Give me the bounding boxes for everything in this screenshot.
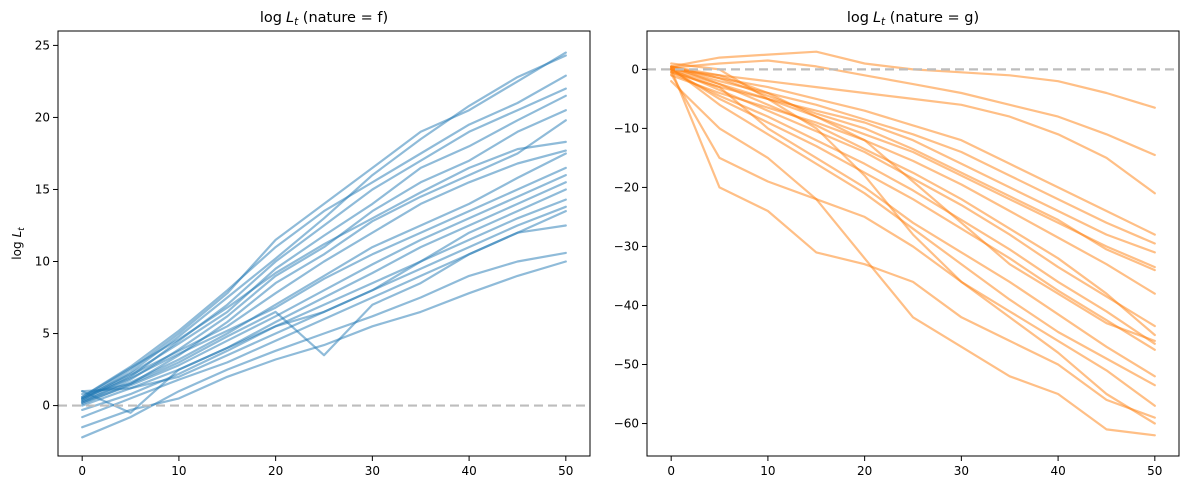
axes-frame xyxy=(646,30,1180,457)
series-line-11 xyxy=(81,166,567,400)
x-tick-label: 30 xyxy=(954,464,969,478)
y-tick-label: −40 xyxy=(614,298,639,312)
y-tick-label: 15 xyxy=(35,182,50,196)
series-line-2 xyxy=(670,59,1156,157)
x-tick-label: 0 xyxy=(667,464,675,478)
series-line-12 xyxy=(81,174,567,404)
series-line-19 xyxy=(81,210,567,396)
label-suffix: (nature = g) xyxy=(885,10,979,26)
y-tick-label: 10 xyxy=(35,255,50,269)
x-tick-label: 50 xyxy=(1147,464,1162,478)
y-tick-label: 20 xyxy=(35,110,50,124)
series-line-20 xyxy=(670,65,1156,342)
y-tick-label: 5 xyxy=(42,327,50,341)
series-line-3 xyxy=(670,68,1156,195)
series-line-8 xyxy=(81,140,567,398)
series-line-10 xyxy=(670,68,1156,328)
x-tick-label: 20 xyxy=(857,464,872,478)
x-tick-label: 0 xyxy=(78,464,86,478)
x-tick-label: 40 xyxy=(1050,464,1065,478)
axes-frame xyxy=(57,30,591,457)
x-tick-label: 50 xyxy=(558,464,573,478)
y-tick-label: −10 xyxy=(614,121,639,135)
series-line-4 xyxy=(670,65,1156,236)
chart-panel-2: 0 10 20 30 40 50 0 −10 −20 −30 −40 −50 −60 log Lt (nat… xyxy=(614,10,1180,478)
label-suffix: (nature = f) xyxy=(298,10,388,26)
label-variable: L xyxy=(873,10,881,26)
label-log: log xyxy=(10,241,24,259)
x-tick-label: 10 xyxy=(171,464,186,478)
series-line-11 xyxy=(670,65,1156,337)
label-variable: L xyxy=(10,231,24,238)
series-line-16 xyxy=(670,72,1156,407)
y-tick-label: −30 xyxy=(614,239,639,253)
series-line-9 xyxy=(81,149,567,401)
series-line-15 xyxy=(670,67,1156,387)
y-tick-label: 0 xyxy=(42,399,50,413)
series-line-17 xyxy=(81,251,567,439)
x-tick-label: 30 xyxy=(365,464,380,478)
y-tick-label: −20 xyxy=(614,180,639,194)
chart-title: log Lt (nature = g) xyxy=(847,10,979,28)
y-axis-label: log Lt xyxy=(10,227,27,260)
x-tick-label: 40 xyxy=(461,464,476,478)
series-line-10 xyxy=(81,152,567,403)
y-tick-label: −50 xyxy=(614,358,639,372)
series-line-18 xyxy=(81,260,567,429)
label-subscript: t xyxy=(881,16,886,28)
series-line-18 xyxy=(670,80,1156,437)
series-line-1 xyxy=(81,51,567,400)
series-line-12 xyxy=(670,71,1156,345)
series-line-3 xyxy=(81,74,567,398)
y-tick-label: 25 xyxy=(35,38,50,52)
y-tick-label: −60 xyxy=(614,417,639,431)
label-log: log xyxy=(260,10,282,26)
series-line-14 xyxy=(670,69,1156,378)
chart-title: log Lt (nature = f) xyxy=(260,10,388,28)
label-variable: L xyxy=(286,10,294,26)
series-line-20 xyxy=(81,188,567,414)
label-log: log xyxy=(847,10,869,26)
x-tick-label: 10 xyxy=(760,464,775,478)
label-subscript: t xyxy=(17,227,27,231)
series-line-19 xyxy=(670,62,1156,425)
series-line-7 xyxy=(81,119,567,406)
x-tick-label: 20 xyxy=(268,464,283,478)
label-subscript: t xyxy=(294,16,299,28)
series-line-5 xyxy=(81,94,567,400)
series-line-17 xyxy=(670,68,1156,419)
y-tick-label: 0 xyxy=(631,62,639,76)
series-line-13 xyxy=(81,181,567,407)
